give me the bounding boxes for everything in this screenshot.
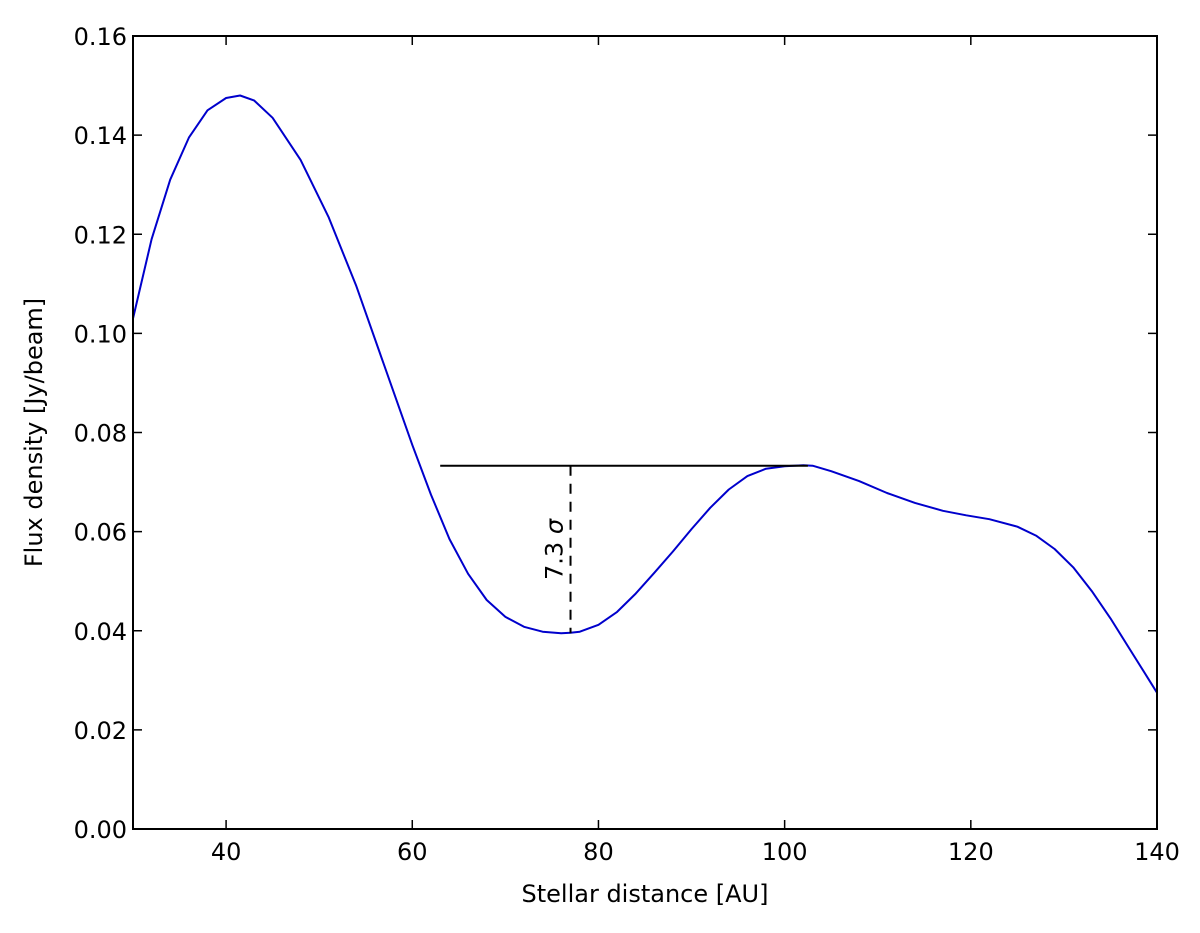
y-tick-label: 0.16	[74, 23, 127, 51]
series-point	[327, 216, 329, 218]
y-tick-label: 0.10	[74, 320, 127, 348]
series-point	[1147, 677, 1149, 679]
series-point	[858, 480, 860, 482]
series-point	[1128, 647, 1130, 649]
series-point	[411, 444, 413, 446]
series-point	[486, 599, 488, 601]
series-point	[597, 624, 599, 626]
sigma-symbol: σ	[541, 518, 569, 534]
series-point	[765, 468, 767, 470]
labels-layer: Stellar distance [AU] Flux density [Jy/b…	[20, 298, 768, 908]
x-tick-label: 120	[948, 838, 994, 866]
series-point	[1109, 617, 1111, 619]
series-point	[206, 109, 208, 111]
depth-annotation: 7.3 σ	[541, 518, 569, 580]
series-point	[300, 159, 302, 161]
y-axis-label: Flux density [Jy/beam]	[20, 298, 48, 567]
series-point	[355, 285, 357, 287]
y-tick-label: 0.14	[74, 122, 127, 150]
series-point	[430, 493, 432, 495]
series-point	[746, 475, 748, 477]
series-point	[504, 616, 506, 618]
series-point	[1091, 590, 1093, 592]
series-point	[616, 611, 618, 613]
x-tick-label: 100	[762, 838, 808, 866]
y-tick-label: 0.08	[74, 420, 127, 448]
series-point	[449, 538, 451, 540]
series-point	[672, 550, 674, 552]
ticks-layer: 40 60 80 100 120 140 0.00 0.02 0.04 0.06 0.08 0.10 0…	[74, 23, 1180, 866]
series-point	[188, 137, 190, 139]
series-point	[523, 626, 525, 628]
series-point	[151, 238, 153, 240]
series-point	[225, 97, 227, 99]
x-axis-label: Stellar distance [AU]	[522, 880, 769, 908]
series-point	[1054, 548, 1056, 550]
series-point	[653, 572, 655, 574]
series-point	[1072, 566, 1074, 568]
x-tick-label: 80	[583, 838, 614, 866]
series-point	[169, 179, 171, 181]
series-point	[560, 632, 562, 634]
y-tick-label: 0.04	[74, 618, 127, 646]
series-point	[542, 631, 544, 633]
series-point	[830, 470, 832, 472]
series-point	[965, 514, 967, 516]
series-point	[942, 510, 944, 512]
depth-annotation-value: 7.3	[541, 534, 569, 580]
series-point	[886, 492, 888, 494]
series-point	[728, 488, 730, 490]
series-line	[132, 94, 1158, 694]
marks-layer: 7.3 σ	[132, 94, 1158, 694]
series-point	[914, 502, 916, 504]
series-point	[709, 507, 711, 509]
series-point	[272, 117, 274, 119]
series-point	[253, 99, 255, 101]
x-tick-label: 60	[397, 838, 428, 866]
series-point	[239, 94, 241, 96]
y-tick-label: 0.12	[74, 221, 127, 249]
series-point	[383, 365, 385, 367]
series-point	[988, 518, 990, 520]
series-point	[1035, 535, 1037, 537]
series-point	[812, 465, 814, 467]
x-tick-label: 40	[211, 838, 242, 866]
y-tick-label: 0.06	[74, 519, 127, 547]
series-point	[635, 593, 637, 595]
y-tick-label: 0.02	[74, 717, 127, 745]
series-point	[467, 573, 469, 575]
series-point	[691, 528, 693, 530]
series-point	[579, 631, 581, 633]
series-point	[1016, 526, 1018, 528]
x-tick-label: 140	[1134, 838, 1180, 866]
y-tick-label: 0.00	[74, 816, 127, 844]
plot-frame	[132, 35, 1158, 830]
